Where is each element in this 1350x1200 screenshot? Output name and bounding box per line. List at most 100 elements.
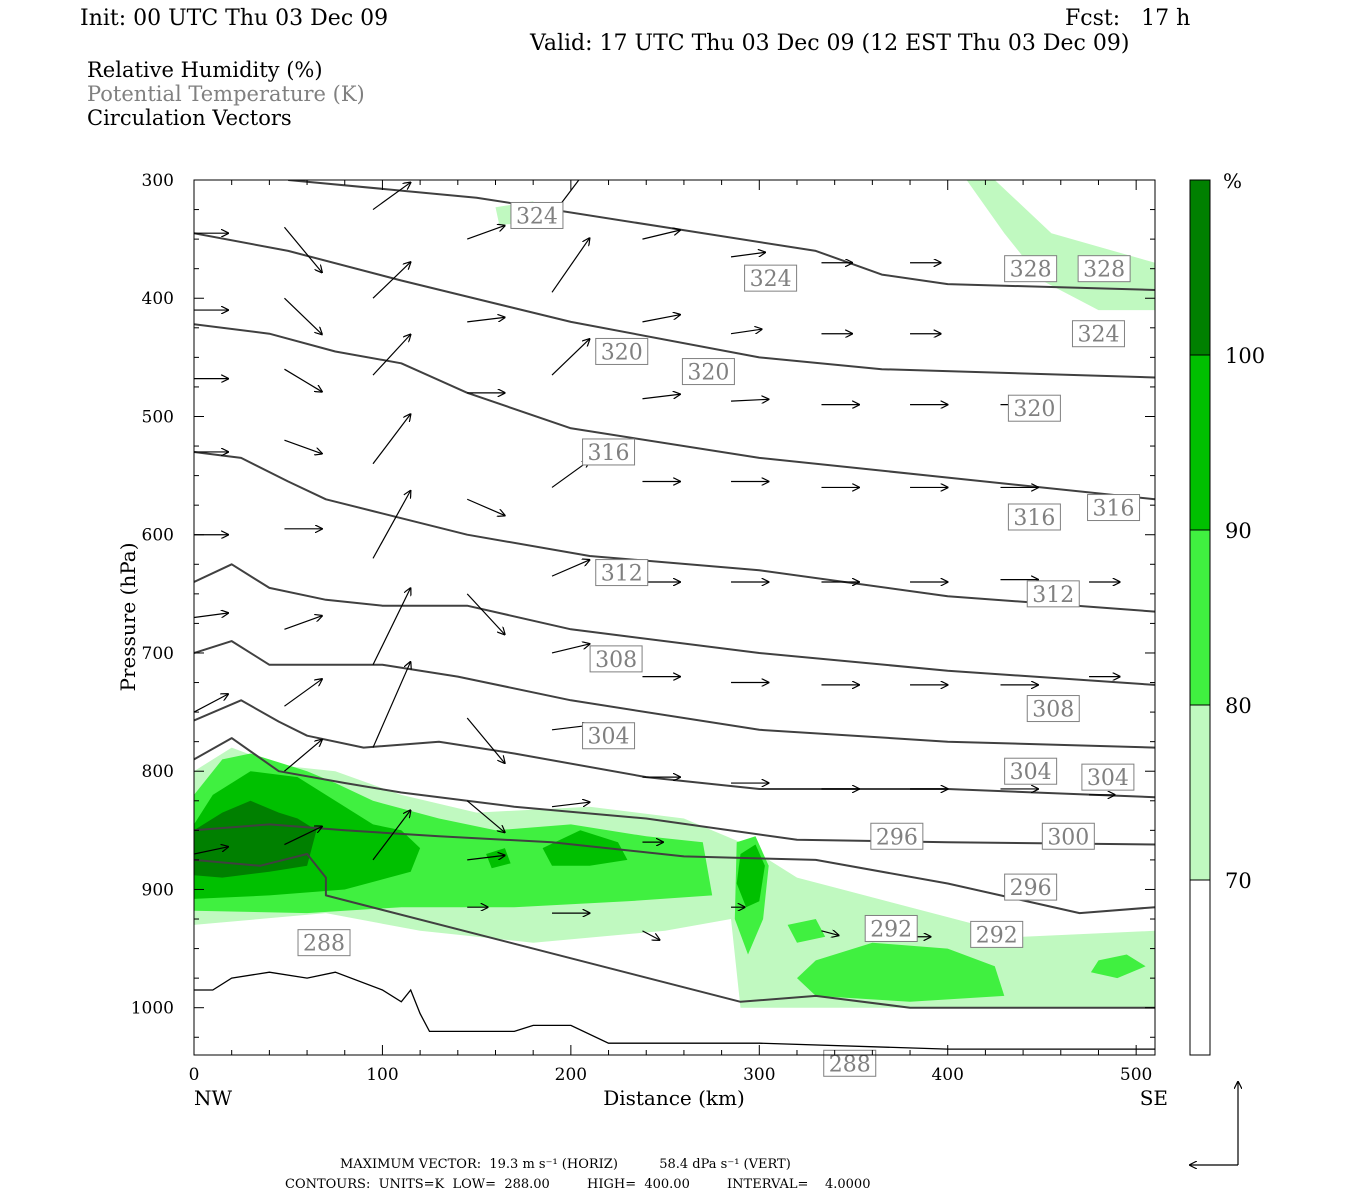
- theta-label-box: [1026, 580, 1080, 608]
- colorbar-segment-4: [1190, 880, 1210, 1055]
- nw-label: NW: [194, 1086, 233, 1110]
- vector-6: [194, 694, 228, 713]
- theta-label-16: 304: [1004, 757, 1058, 785]
- rh-title: Relative Humidity (%): [87, 58, 323, 82]
- vector-11: [284, 439, 321, 454]
- vector-20: [372, 414, 410, 465]
- theta-label-23: 288: [297, 929, 351, 957]
- theta-label-box: [595, 337, 649, 365]
- theta-label-text: 320: [687, 361, 729, 386]
- theta-labels: 324 324 328 328 324 320 320 320 316 316 316 312 312 3…: [297, 201, 1141, 1077]
- vector-29: [466, 593, 504, 635]
- theta-label-text: 292: [870, 917, 912, 942]
- vector-7: [194, 847, 228, 855]
- vectors-title: Circulation Vectors: [87, 106, 292, 130]
- theta-label-box: [1077, 255, 1131, 283]
- vector-16: [284, 827, 321, 846]
- theta-label-0: 324: [510, 201, 564, 229]
- theta-label-text: 296: [1010, 876, 1052, 901]
- vector-25: [467, 226, 504, 240]
- vector-41: [551, 802, 589, 808]
- vector-28: [466, 498, 504, 515]
- theta-label-18: 300: [1041, 822, 1095, 850]
- rh-region-7: [787, 919, 826, 943]
- vector-14: [284, 679, 321, 707]
- forecast-hour: Fcst: 17 h: [1065, 6, 1191, 31]
- colorbar-label: 70: [1225, 869, 1252, 893]
- vector-21: [372, 491, 410, 559]
- theta-label-box: [589, 645, 643, 673]
- vector-5: [194, 613, 228, 619]
- theta-contour-312: [194, 451, 1155, 613]
- theta-label-box: [864, 914, 918, 942]
- colorbar-frame: [1189, 179, 1211, 1056]
- theta-label-box: [681, 358, 735, 386]
- vector-30: [466, 717, 504, 763]
- theta-label-text: 324: [1077, 323, 1119, 348]
- theta-label-box: [1007, 503, 1061, 531]
- theta-label-box: [1087, 494, 1141, 522]
- vector-36: [551, 339, 589, 376]
- terrain: [194, 971, 1155, 1050]
- colorbar-segment-2: [1190, 530, 1210, 705]
- theta-label-box: [1007, 394, 1061, 422]
- colorbar-label: 80: [1225, 694, 1252, 718]
- vector-38: [551, 560, 589, 577]
- y-tick-label: 1000: [131, 999, 174, 1019]
- vector-18: [372, 262, 410, 299]
- theta-label-4: 324: [1071, 320, 1125, 348]
- vector-9: [284, 297, 321, 334]
- theta-label-22: 292: [970, 920, 1024, 948]
- theta-label-box: [1081, 763, 1135, 791]
- theta-label-text: 296: [876, 825, 918, 850]
- theta-label-box: [1041, 822, 1095, 850]
- colorbar-segment-1: [1190, 355, 1210, 530]
- vector-67: [821, 931, 838, 936]
- theta-label-text: 288: [303, 932, 345, 957]
- theta-label-text: 320: [1013, 397, 1055, 422]
- y-tick-label: 400: [142, 289, 174, 309]
- rh-region-10: [736, 844, 765, 908]
- theta-label-text: 304: [1010, 760, 1052, 785]
- vector-8: [283, 226, 321, 272]
- theta-label-text: 308: [1032, 698, 1074, 723]
- theta-label-box: [297, 929, 351, 957]
- theta-label-text: 324: [750, 267, 792, 292]
- theta-label-text: 312: [1032, 583, 1074, 608]
- theta-label-box: [582, 722, 636, 750]
- colorbar: 70 80 90 100%: [1189, 169, 1265, 1056]
- y-tick-label: 600: [142, 526, 174, 546]
- theta-contour-320: [194, 232, 1155, 379]
- vector-19: [372, 335, 410, 376]
- terrain-line: [194, 971, 1155, 1050]
- reference-vector-icon: [1190, 1082, 1238, 1165]
- se-label: SE: [1140, 1086, 1168, 1110]
- theta-label-21: 292: [864, 914, 918, 942]
- vector-39: [551, 644, 589, 654]
- theta-label-box: [1004, 873, 1058, 901]
- y-tick-label: 300: [142, 171, 174, 191]
- theta-label-3: 328: [1077, 255, 1131, 283]
- vector-51: [642, 930, 659, 940]
- theta-label-text: 288: [829, 1052, 871, 1077]
- vector-17: [372, 183, 410, 211]
- vector-43: [642, 230, 679, 240]
- plot-frame: [193, 179, 1156, 1056]
- valid-time: Valid: 17 UTC Thu 03 Dec 09 (12 EST Thu …: [530, 31, 1130, 56]
- theta-label-text: 316: [1013, 506, 1055, 531]
- vector-22: [372, 588, 410, 666]
- theta-label-17: 304: [1081, 763, 1135, 791]
- y-tick-label: 800: [142, 762, 174, 782]
- vector-54: [731, 399, 768, 401]
- vector-45: [642, 394, 679, 400]
- theta-label-text: 328: [1010, 258, 1052, 283]
- theta-label-19: 296: [870, 822, 924, 850]
- theta-label-1: 324: [744, 264, 798, 292]
- colorbar-segment-3: [1190, 705, 1210, 880]
- colorbar-label: 100: [1225, 344, 1265, 368]
- vector-15: [284, 740, 321, 772]
- vector-24: [372, 810, 410, 861]
- theta-label-text: 304: [588, 725, 630, 750]
- init-time: Init: 00 UTC Thu 03 Dec 09: [80, 6, 389, 31]
- theta-label-5: 320: [595, 337, 649, 365]
